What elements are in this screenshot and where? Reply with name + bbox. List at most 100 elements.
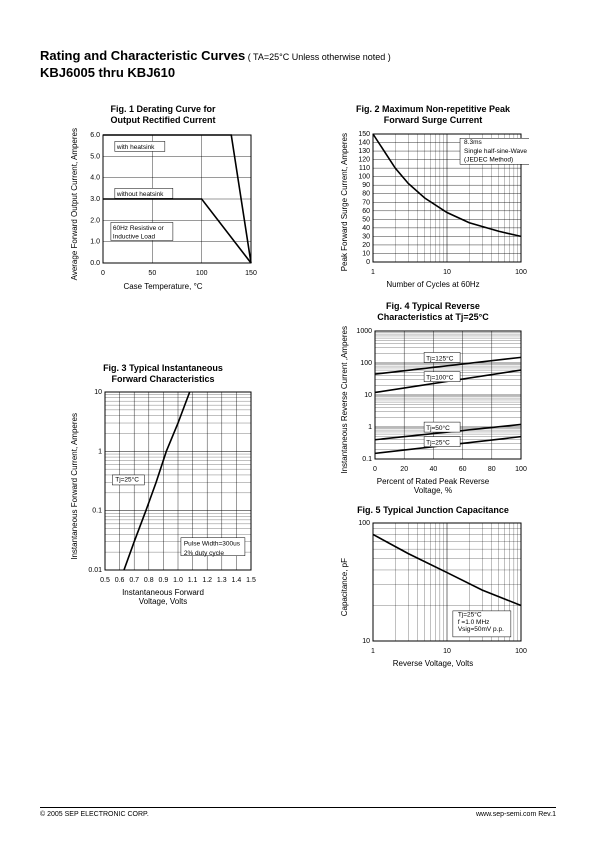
svg-text:1.1: 1.1 [187,577,197,584]
fig3-ylabel: Instantaneous Forward Current, Amperes [68,413,79,560]
svg-text:2% duty cycle: 2% duty cycle [183,550,223,557]
svg-text:100: 100 [515,648,527,655]
svg-text:150: 150 [245,270,257,277]
svg-text:80: 80 [487,466,495,473]
svg-text:1000: 1000 [356,328,372,335]
svg-text:1.5: 1.5 [246,577,256,584]
svg-text:Tj=25°C: Tj=25°C [457,611,481,619]
svg-text:0: 0 [101,270,105,277]
svg-text:100: 100 [358,173,370,180]
fig3-xlabel: Instantaneous Forward Voltage, Volts [122,588,204,606]
fig5: Fig. 5 Typical Junction Capacitance Capa… [310,505,556,669]
svg-text:Inductive Load: Inductive Load [112,233,155,240]
page-subtitle: KBJ6005 thru KBJ610 [40,65,556,80]
svg-text:1.0: 1.0 [90,238,100,245]
svg-text:f =1.0 MHz: f =1.0 MHz [457,619,489,626]
fig1-plot: 0501001500.01.02.03.04.05.06.0with heats… [79,129,259,279]
svg-text:100: 100 [358,520,370,527]
svg-text:0.01: 0.01 [88,567,102,574]
svg-text:Tj=25°C: Tj=25°C [115,476,139,484]
svg-text:10: 10 [364,392,372,399]
svg-text:Pulse Width=300us: Pulse Width=300us [183,541,240,548]
fig2-plot: 1101000102030405060708090100110120130140… [349,128,529,278]
svg-text:10: 10 [362,250,370,257]
svg-text:8.3ms: 8.3ms [464,139,482,146]
svg-text:Vsig=50mV p.p.: Vsig=50mV p.p. [457,626,503,633]
svg-text:1.3: 1.3 [216,577,226,584]
svg-text:1: 1 [371,648,375,655]
svg-text:60: 60 [458,466,466,473]
charts-grid: Fig. 1 Derating Curve forOutput Rectifie… [40,104,556,668]
svg-text:0: 0 [373,466,377,473]
fig4: Fig. 4 Typical ReverseCharacteristics at… [310,301,556,495]
svg-text:30: 30 [362,233,370,240]
page-title: Rating and Characteristic Curves [40,48,245,63]
fig3-plot: 0.50.60.70.80.91.01.11.21.31.41.50.010.1… [79,386,259,586]
svg-text:Tj=25°C: Tj=25°C [426,438,450,446]
svg-text:20: 20 [400,466,408,473]
svg-text:Tj=125°C: Tj=125°C [426,354,454,362]
svg-text:4.0: 4.0 [90,174,100,181]
svg-text:Single half-sine-Wave: Single half-sine-Wave [464,147,527,154]
page-footer: © 2005 SEP ELECTRONIC CORP. www.sep-semi… [40,807,556,818]
svg-text:60Hz Resistive or: 60Hz Resistive or [112,225,164,232]
svg-text:100: 100 [515,466,527,473]
svg-text:1: 1 [368,424,372,431]
svg-text:10: 10 [443,269,451,276]
fig2-xlabel: Number of Cycles at 60Hz [386,280,479,289]
svg-text:1.0: 1.0 [173,577,183,584]
fig4-xlabel: Percent of Rated Peak Reverse Voltage, % [377,477,490,495]
page-header: Rating and Characteristic Curves ( TA=25… [40,48,556,80]
fig1: Fig. 1 Derating Curve forOutput Rectifie… [40,104,286,291]
svg-text:80: 80 [362,190,370,197]
svg-text:0.9: 0.9 [158,577,168,584]
fig5-plot: 11010010100Tj=25°Cf =1.0 MHzVsig=50mV p.… [349,517,529,657]
fig1-ylabel: Average Forward Output Current, Amperes [68,128,79,280]
svg-text:40: 40 [362,224,370,231]
svg-text:0.5: 0.5 [100,577,110,584]
svg-text:1.2: 1.2 [202,577,212,584]
svg-text:10: 10 [94,389,102,396]
svg-text:60: 60 [362,207,370,214]
svg-text:5.0: 5.0 [90,153,100,160]
fig3-title: Fig. 3 Typical InstantaneousForward Char… [103,363,223,385]
title-condition: ( TA=25°C Unless otherwise noted ) [248,52,391,62]
svg-text:with heatsink: with heatsink [115,144,154,151]
svg-text:2.0: 2.0 [90,217,100,224]
svg-text:1: 1 [98,449,102,456]
svg-text:0.1: 0.1 [92,508,102,515]
footer-right: www.sep-semi.com Rev.1 [476,811,556,818]
svg-text:0.1: 0.1 [362,456,372,463]
fig3: Fig. 3 Typical InstantaneousForward Char… [40,363,286,607]
svg-text:130: 130 [358,148,370,155]
svg-text:0.8: 0.8 [143,577,153,584]
fig2: Fig. 2 Maximum Non-repetitive PeakForwar… [310,104,556,291]
svg-text:100: 100 [360,360,372,367]
svg-text:100: 100 [515,269,527,276]
svg-text:110: 110 [358,165,369,172]
fig5-ylabel: Capacitance, pF [338,558,349,616]
fig4-plot: 0 20 40 60 80 100 0.1 1 10 100 1000 Tj=125°C Tj=100°… [349,325,529,475]
svg-text:10: 10 [443,648,451,655]
svg-text:6.0: 6.0 [90,132,100,139]
fig5-title: Fig. 5 Typical Junction Capacitance [357,505,509,516]
fig2-title: Fig. 2 Maximum Non-repetitive PeakForwar… [356,104,510,126]
svg-text:150: 150 [358,131,370,138]
fig4-ylabel: Instantaneous Reverse Current ,Amperes [338,326,349,474]
footer-left: © 2005 SEP ELECTRONIC CORP. [40,811,149,818]
svg-text:100: 100 [195,270,207,277]
svg-text:50: 50 [362,216,370,223]
fig2-ylabel: Peak Forward Surge Current, Amperes [338,133,349,271]
svg-text:40: 40 [429,466,437,473]
svg-text:without heatsink: without heatsink [115,191,163,198]
fig1-title: Fig. 1 Derating Curve forOutput Rectifie… [110,104,215,126]
svg-text:0.6: 0.6 [114,577,124,584]
svg-text:0: 0 [366,259,370,266]
svg-text:120: 120 [358,156,370,163]
svg-text:0.0: 0.0 [90,260,100,267]
svg-text:10: 10 [362,638,370,645]
svg-text:20: 20 [362,242,370,249]
svg-text:Tj=100°C: Tj=100°C [426,373,454,381]
svg-text:0.7: 0.7 [129,577,139,584]
svg-text:3.0: 3.0 [90,196,100,203]
